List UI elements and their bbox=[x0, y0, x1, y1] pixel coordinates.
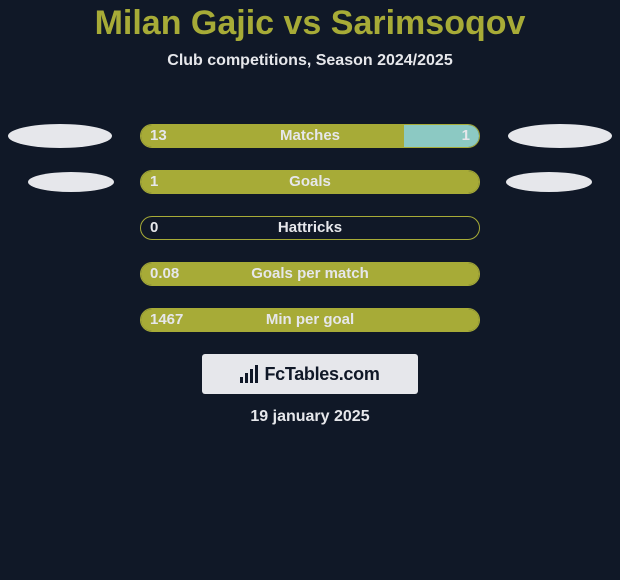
stat-bar bbox=[140, 170, 480, 194]
stat-row: Hattricks0 bbox=[0, 216, 620, 240]
comparison-infographic: Milan Gajic vs Sarimsoqov Club competiti… bbox=[0, 0, 620, 580]
player-marker-right bbox=[506, 172, 592, 192]
stat-row: Goals per match0.08 bbox=[0, 262, 620, 286]
stat-bar bbox=[140, 124, 480, 148]
stat-bar bbox=[140, 262, 480, 286]
stats-rows: Matches131 Goals1 Hattricks0 Goals per matc… bbox=[0, 124, 620, 354]
stat-row: Min per goal1467 bbox=[0, 308, 620, 332]
stat-row: Goals1 bbox=[0, 170, 620, 194]
stat-bar bbox=[140, 308, 480, 332]
bars-icon bbox=[240, 365, 258, 383]
player-marker-left bbox=[8, 124, 112, 148]
subtitle: Club competitions, Season 2024/2025 bbox=[0, 52, 620, 70]
stat-bar-left bbox=[141, 171, 480, 193]
date-text: 19 january 2025 bbox=[0, 408, 620, 426]
stat-bar-right bbox=[404, 125, 479, 147]
brand-text: FcTables.com bbox=[264, 364, 379, 385]
stat-bar-left bbox=[141, 125, 406, 147]
player-marker-left bbox=[28, 172, 114, 192]
stat-bar bbox=[140, 216, 480, 240]
stat-bar-left bbox=[141, 309, 480, 331]
brand-box[interactable]: FcTables.com bbox=[202, 354, 418, 394]
page-title: Milan Gajic vs Sarimsoqov bbox=[0, 0, 620, 42]
player-marker-right bbox=[508, 124, 612, 148]
stat-row: Matches131 bbox=[0, 124, 620, 148]
stat-bar-left bbox=[141, 263, 480, 285]
